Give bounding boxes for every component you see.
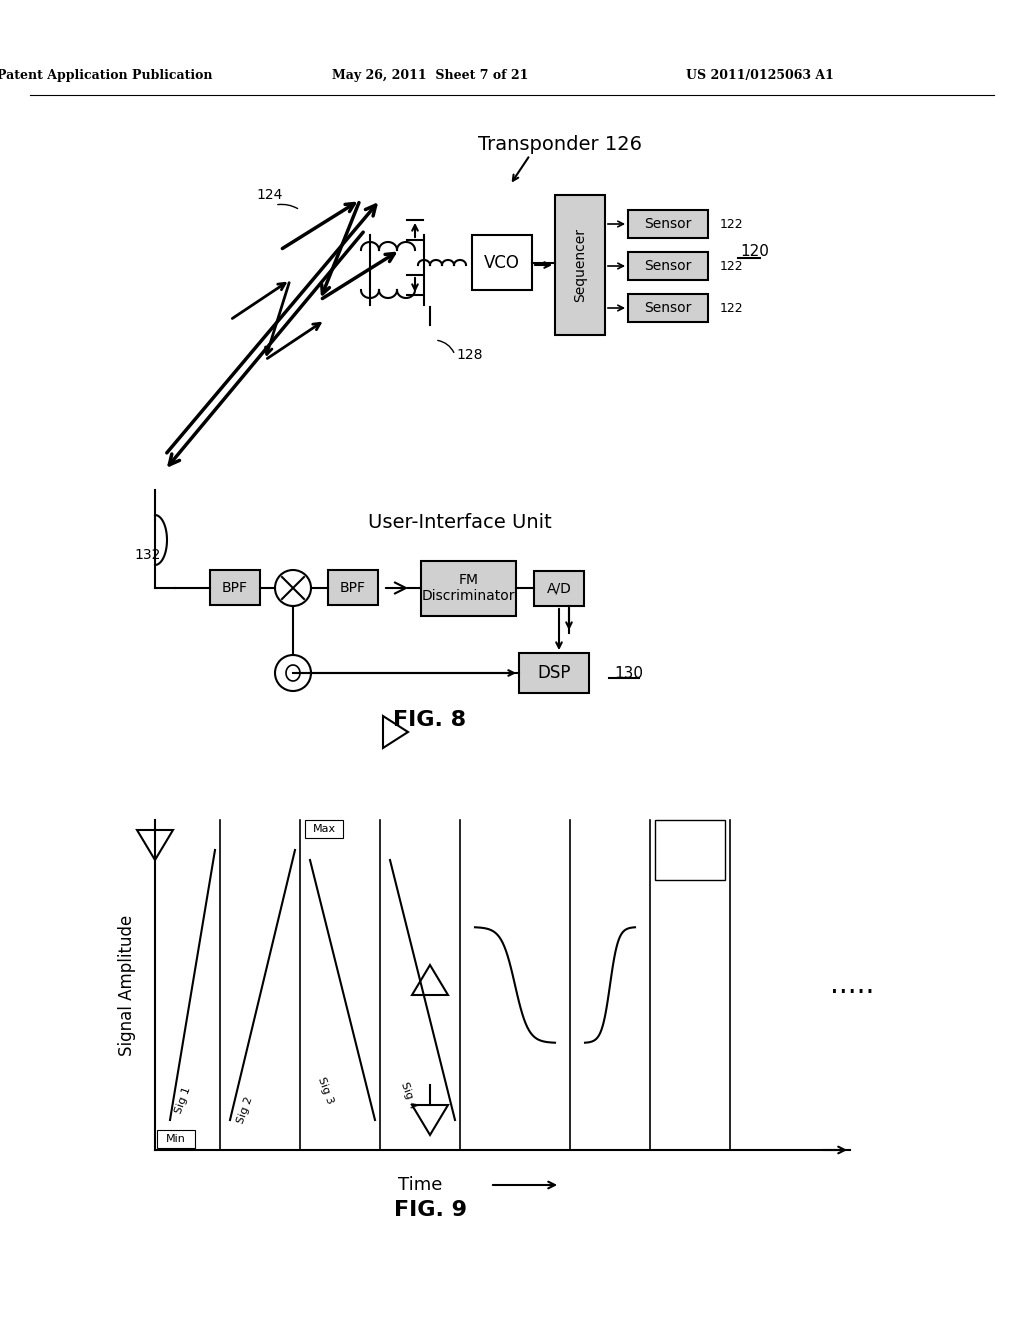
Text: User-Interface Unit: User-Interface Unit (368, 512, 552, 532)
Text: Sensor: Sensor (644, 259, 691, 273)
FancyBboxPatch shape (210, 570, 260, 605)
Text: Time: Time (397, 1176, 442, 1195)
Text: 122: 122 (720, 301, 743, 314)
FancyBboxPatch shape (305, 820, 343, 838)
Text: Patent Application Publication: Patent Application Publication (0, 69, 213, 82)
Text: BPF: BPF (222, 581, 248, 594)
FancyBboxPatch shape (472, 235, 532, 290)
Text: Sequencer: Sequencer (573, 228, 587, 302)
Text: VCO: VCO (484, 253, 520, 272)
Text: FIG. 8: FIG. 8 (393, 710, 467, 730)
Text: 122: 122 (720, 218, 743, 231)
Text: US 2011/0125063 A1: US 2011/0125063 A1 (686, 69, 834, 82)
FancyBboxPatch shape (655, 820, 725, 880)
Text: Min: Min (166, 1134, 186, 1144)
Text: FIG. 9: FIG. 9 (393, 1200, 467, 1220)
Text: Sig 4: Sig 4 (398, 1080, 418, 1110)
FancyBboxPatch shape (328, 570, 378, 605)
FancyBboxPatch shape (519, 653, 589, 693)
Text: Sig 1: Sig 1 (173, 1085, 193, 1115)
FancyBboxPatch shape (157, 1130, 195, 1148)
Text: Sig 3: Sig 3 (315, 1076, 335, 1105)
Text: 132: 132 (135, 548, 161, 562)
Text: Sig 2: Sig 2 (236, 1096, 255, 1125)
FancyBboxPatch shape (421, 561, 516, 615)
FancyBboxPatch shape (534, 570, 584, 606)
Text: DSP: DSP (538, 664, 570, 682)
Text: 128: 128 (457, 348, 483, 362)
Text: Max: Max (312, 824, 336, 834)
FancyBboxPatch shape (628, 210, 708, 238)
Text: Sensor: Sensor (644, 216, 691, 231)
Text: Sensor: Sensor (644, 301, 691, 315)
FancyBboxPatch shape (555, 195, 605, 335)
Text: FM
Discriminator: FM Discriminator (422, 573, 515, 603)
Text: May 26, 2011  Sheet 7 of 21: May 26, 2011 Sheet 7 of 21 (332, 69, 528, 82)
Text: A/D: A/D (547, 581, 571, 595)
Text: 124: 124 (257, 187, 284, 202)
FancyBboxPatch shape (628, 252, 708, 280)
Text: 130: 130 (614, 665, 643, 681)
Text: Transponder 126: Transponder 126 (478, 136, 642, 154)
Text: .....: ..... (830, 972, 874, 999)
Text: 120: 120 (740, 244, 769, 260)
FancyBboxPatch shape (628, 294, 708, 322)
Text: 122: 122 (720, 260, 743, 272)
Text: Signal Amplitude: Signal Amplitude (118, 915, 136, 1056)
Text: BPF: BPF (340, 581, 366, 594)
